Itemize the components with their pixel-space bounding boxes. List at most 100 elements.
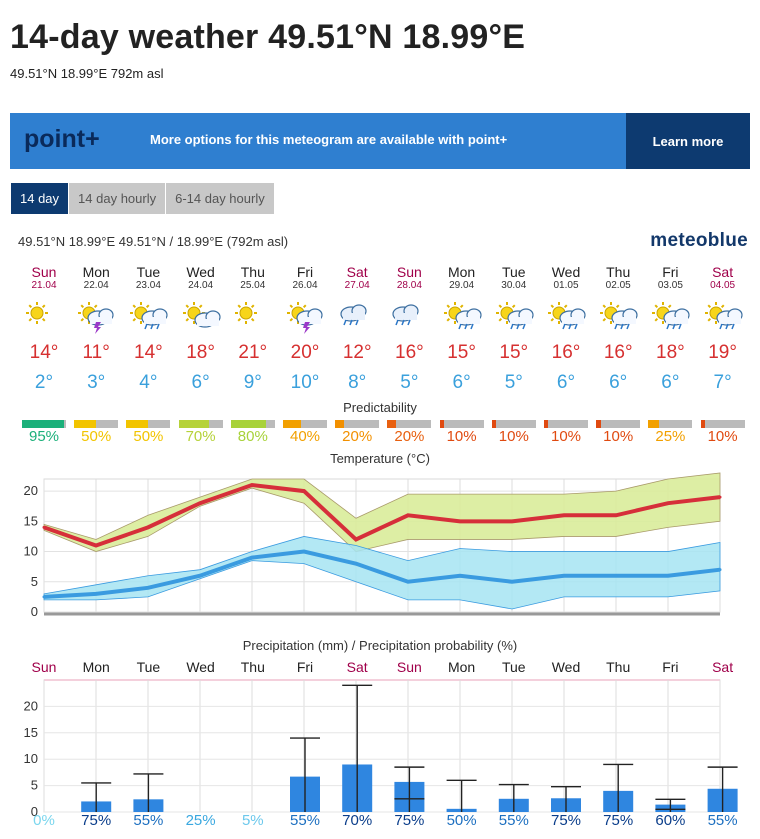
predictability-value: 10% bbox=[603, 428, 634, 445]
day-date: 29.04 bbox=[449, 280, 475, 291]
learn-more-button[interactable]: Learn more bbox=[626, 113, 750, 169]
precip-tick-label: 0 bbox=[31, 804, 38, 816]
min-temperature-point bbox=[562, 574, 566, 578]
predictability-value: 10% bbox=[446, 428, 477, 445]
temperature-chart: 0 5 10 15 20 bbox=[24, 472, 722, 619]
max-temperature-point bbox=[614, 513, 618, 517]
sun-cloud-rain-icon bbox=[592, 300, 644, 334]
predictability-bar bbox=[544, 420, 588, 428]
temp-min: 8° bbox=[348, 372, 367, 393]
temp-max: 18° bbox=[656, 342, 685, 363]
temp-min: 4° bbox=[139, 372, 158, 393]
temp-min: 2° bbox=[34, 372, 54, 393]
temp-min: 6° bbox=[452, 372, 471, 393]
precip-probability: 75% bbox=[603, 812, 634, 829]
predictability-value: 80% bbox=[237, 428, 268, 445]
max-temperature-point bbox=[146, 525, 150, 529]
precip-tick-label: 10 bbox=[24, 751, 38, 766]
day-name: Thu bbox=[606, 264, 631, 280]
predictability-value: 40% bbox=[289, 428, 321, 445]
page-title: 14-day weather 49.51°N 18.99°E bbox=[10, 18, 526, 56]
day-date: 02.05 bbox=[605, 280, 631, 291]
tab-14-day[interactable]: 14 day bbox=[11, 183, 70, 214]
predictability-fill bbox=[230, 420, 266, 428]
precip-probability: 55% bbox=[707, 812, 738, 829]
predictability-bar bbox=[283, 420, 327, 428]
precip-day-name: Thu bbox=[240, 659, 265, 675]
temp-min: 6° bbox=[661, 372, 680, 393]
max-temperature-point bbox=[666, 501, 670, 505]
min-temperature-point bbox=[198, 574, 202, 578]
precip-day-name: Fri bbox=[662, 659, 679, 675]
min-temperature-point bbox=[666, 574, 670, 578]
precip-day-name: Mon bbox=[82, 659, 110, 675]
precip-day-name: Wed bbox=[186, 659, 215, 675]
temp-min: 6° bbox=[191, 372, 210, 393]
predictability-label: Predictability bbox=[343, 400, 417, 415]
precip-probability: 70% bbox=[342, 812, 373, 829]
meteoblue-logo: meteoblue bbox=[650, 230, 748, 251]
precip-day-name: Wed bbox=[551, 659, 581, 675]
tab-14-day-hourly[interactable]: 14 day hourly bbox=[69, 183, 167, 214]
temperature-tick-label: 20 bbox=[24, 483, 38, 498]
day-name: Tue bbox=[501, 264, 526, 280]
day-name: Wed bbox=[186, 264, 215, 280]
day-date: 23.04 bbox=[135, 280, 161, 291]
temp-min: 5° bbox=[504, 372, 523, 393]
precip-plot-area bbox=[43, 679, 721, 813]
predictability-bar bbox=[648, 420, 693, 428]
temp-max: 16° bbox=[551, 342, 581, 363]
predictability-fill bbox=[178, 420, 210, 428]
predictability-value: 50% bbox=[133, 428, 164, 445]
min-temperature-point bbox=[718, 568, 722, 572]
temp-max: 16° bbox=[603, 342, 633, 363]
precip-probability: 50% bbox=[446, 812, 477, 829]
sun-cloud-rain-icon bbox=[644, 300, 696, 334]
predictability-value: 95% bbox=[28, 428, 60, 445]
precip-day-name: Fri bbox=[296, 659, 314, 675]
day-date: 26.04 bbox=[292, 280, 318, 291]
max-temperature-point bbox=[250, 483, 254, 487]
precip-day-name: Tue bbox=[136, 659, 161, 675]
max-temperature-point bbox=[94, 544, 98, 547]
view-tabs: 14 day 14 day hourly 6-14 day hourly bbox=[11, 183, 275, 214]
day-name: Mon bbox=[82, 264, 110, 280]
precip-day-name: Sat bbox=[346, 659, 368, 675]
precip-day-name: Sun bbox=[31, 659, 57, 675]
predictability-bar bbox=[74, 420, 119, 428]
temp-min: 5° bbox=[400, 372, 419, 393]
max-temperature-line bbox=[43, 483, 721, 548]
sun-icon bbox=[227, 300, 279, 334]
day-date: 25.04 bbox=[240, 280, 266, 291]
day-name: Sat bbox=[712, 264, 734, 280]
predictability-bar bbox=[230, 420, 275, 428]
predictability-fill bbox=[596, 420, 601, 428]
predictability-bar bbox=[700, 420, 745, 428]
meteogram-location: 49.51°N 18.99°E 49.51°N / 18.99°E (792m … bbox=[18, 234, 289, 249]
predictability-value: 25% bbox=[655, 428, 686, 445]
precip-tick-label: 5 bbox=[31, 778, 38, 793]
predictability-bar bbox=[596, 420, 641, 428]
temp-max: 15° bbox=[447, 342, 476, 363]
day-date: 21.04 bbox=[31, 280, 57, 291]
predictability-fill bbox=[126, 420, 149, 428]
max-temperature-point bbox=[510, 519, 514, 523]
temperature-tick-label: 15 bbox=[24, 513, 38, 528]
max-temperature-point bbox=[198, 501, 202, 505]
day-name: Sun bbox=[396, 264, 422, 280]
predictability-value: 10% bbox=[550, 428, 582, 445]
temperature-tick-label: 0 bbox=[31, 604, 38, 619]
predictability-fill bbox=[544, 420, 549, 428]
max-temperature-point bbox=[302, 489, 306, 493]
predictability-value: 10% bbox=[707, 428, 738, 445]
min-temperature-point bbox=[614, 574, 618, 578]
predictability-value: 20% bbox=[394, 428, 425, 445]
precip-probability: 55% bbox=[133, 812, 164, 829]
tab-6-14-day-hourly[interactable]: 6-14 day hourly bbox=[166, 183, 275, 214]
day-name: Fri bbox=[662, 264, 679, 280]
precip-tick-label: 15 bbox=[24, 725, 38, 740]
sun-icon bbox=[18, 300, 70, 334]
temp-max: 15° bbox=[499, 342, 529, 363]
day-name: Thu bbox=[240, 264, 265, 280]
precip-probability: 25% bbox=[185, 812, 216, 829]
